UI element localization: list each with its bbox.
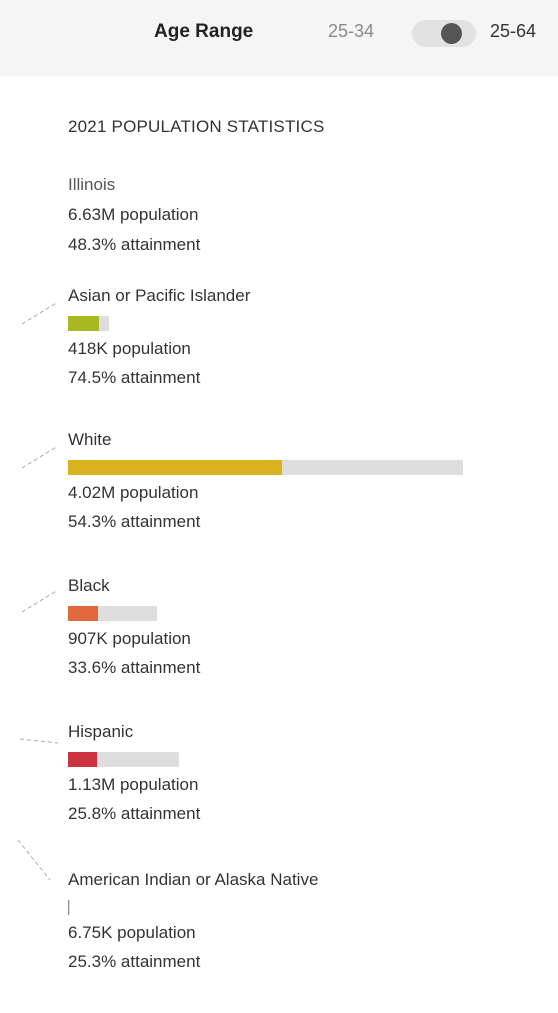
age-range-option-right[interactable]: 25-64: [490, 21, 537, 41]
attainment-bar: [68, 752, 97, 767]
age-range-option-left[interactable]: 25-34: [328, 21, 375, 41]
connector-line: [21, 589, 59, 613]
group-name: Black: [68, 576, 110, 595]
attainment-bar: [68, 606, 98, 621]
group-population: 1.13M population: [68, 775, 199, 794]
age-range-toggle[interactable]: [412, 20, 476, 47]
group-name: White: [68, 430, 112, 449]
group-bar: [68, 454, 538, 478]
connector-line: [19, 738, 59, 744]
age-range-label: Age Range: [154, 21, 254, 42]
group-bar: [68, 600, 538, 624]
group-attainment: 25.8% attainment: [68, 804, 201, 823]
connector-line: [21, 301, 59, 325]
attainment-bar: [68, 460, 283, 475]
population-bar: [68, 900, 70, 915]
group-american-indian-alaska-native[interactable]: American Indian or Alaska Native 6.75K p…: [68, 866, 538, 976]
group-attainment: 54.3% attainment: [68, 512, 201, 531]
section-title: 2021 POPULATION STATISTICS: [68, 117, 325, 136]
connector-lines: [17, 301, 59, 881]
group-name: Asian or Pacific Islander: [68, 286, 251, 305]
attainment-bar: [68, 316, 99, 331]
group-name: American Indian or Alaska Native: [68, 870, 319, 889]
group-bar: [68, 310, 538, 334]
attainment-bar: [68, 900, 69, 915]
population-bar: [68, 316, 110, 331]
connector-line: [17, 839, 51, 881]
state-summary: Illinois 6.63M population 48.3% attainme…: [68, 170, 200, 260]
connector-line: [21, 445, 59, 469]
group-black[interactable]: Black 907K population 33.6% attainment: [68, 572, 538, 682]
age-range-header: Age Range 25-34 25-64: [0, 0, 558, 76]
group-attainment: 25.3% attainment: [68, 952, 201, 971]
group-attainment: 74.5% attainment: [68, 368, 201, 387]
group-bar: [68, 746, 538, 770]
group-population: 4.02M population: [68, 483, 199, 502]
group-population: 418K population: [68, 339, 191, 358]
group-bar: [68, 894, 538, 918]
population-bar: [68, 460, 463, 475]
state-attainment: 48.3% attainment: [68, 235, 201, 254]
group-attainment: 33.6% attainment: [68, 658, 201, 677]
group-name: Hispanic: [68, 722, 134, 741]
state-population: 6.63M population: [68, 205, 199, 224]
population-bar: [68, 752, 179, 767]
group-population: 6.75K population: [68, 923, 196, 942]
toggle-knob[interactable]: [441, 23, 462, 44]
population-bar: [68, 606, 157, 621]
group-white[interactable]: White 4.02M population 54.3% attainment: [68, 426, 538, 536]
group-asian-pacific-islander[interactable]: Asian or Pacific Islander 418K populatio…: [68, 282, 538, 392]
state-name: Illinois: [68, 175, 116, 194]
group-hispanic[interactable]: Hispanic 1.13M population 25.8% attainme…: [68, 718, 538, 828]
group-population: 907K population: [68, 629, 191, 648]
